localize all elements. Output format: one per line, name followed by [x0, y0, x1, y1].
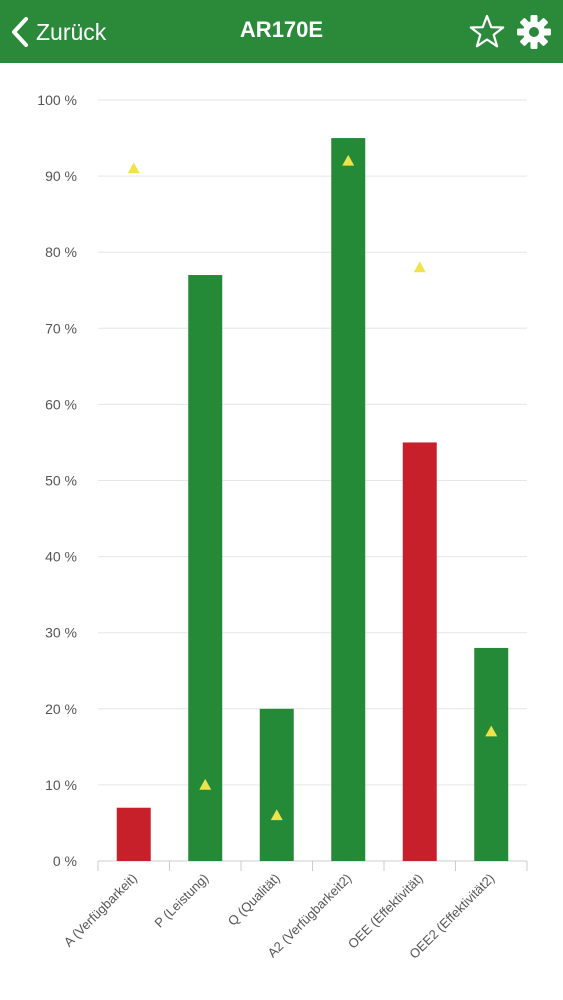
back-label: Zurück — [36, 18, 107, 45]
y-tick-label: 20 % — [45, 701, 77, 717]
bar-2 — [259, 708, 294, 861]
back-button[interactable]: Zurück — [10, 14, 106, 50]
y-tick-label: 80 % — [45, 244, 77, 260]
x-category-label: OEE (Effektivität) — [345, 871, 426, 952]
x-category-label: A (Verfügbarkeit) — [61, 871, 140, 950]
page-title: AR170E — [239, 17, 324, 42]
target-marker-1 — [199, 778, 212, 790]
y-tick-label: 50 % — [45, 473, 77, 489]
bar-5 — [474, 647, 509, 861]
bar-4 — [402, 442, 437, 861]
oee-bar-chart: 0 % 10 % 20 % 30 % 40 % 50 % 60 % 70 % 80 % 90 % 1… — [37, 92, 528, 962]
y-tick-label: 90 % — [45, 168, 77, 184]
y-tick-label: 40 % — [45, 549, 77, 565]
y-tick-label: 60 % — [45, 396, 77, 412]
y-tick-label: 10 % — [45, 777, 77, 793]
gridlines — [98, 99, 527, 786]
bars — [116, 138, 509, 862]
target-markers — [127, 154, 498, 821]
target-marker-4 — [413, 261, 426, 273]
chevron-left-icon — [12, 17, 28, 47]
target-marker-3 — [342, 154, 355, 166]
y-tick-label: 30 % — [45, 625, 77, 641]
bar-0 — [116, 807, 151, 861]
navigation-bar: Zurück AR170E — [0, 0, 563, 63]
bar-3 — [331, 138, 366, 862]
y-tick-label: 0 % — [53, 853, 77, 869]
y-tick-label: 70 % — [45, 320, 77, 336]
target-marker-0 — [127, 162, 140, 174]
gear-icon[interactable] — [516, 14, 552, 50]
x-category-label: P (Leistung) — [151, 871, 211, 931]
axes — [97, 860, 528, 871]
x-category-label: Q (Qualität) — [225, 871, 283, 929]
bar-1 — [188, 275, 223, 861]
y-tick-label: 100 % — [37, 92, 77, 108]
target-marker-5 — [485, 725, 498, 737]
target-marker-2 — [270, 809, 283, 821]
star-outline-icon[interactable] — [469, 14, 505, 50]
